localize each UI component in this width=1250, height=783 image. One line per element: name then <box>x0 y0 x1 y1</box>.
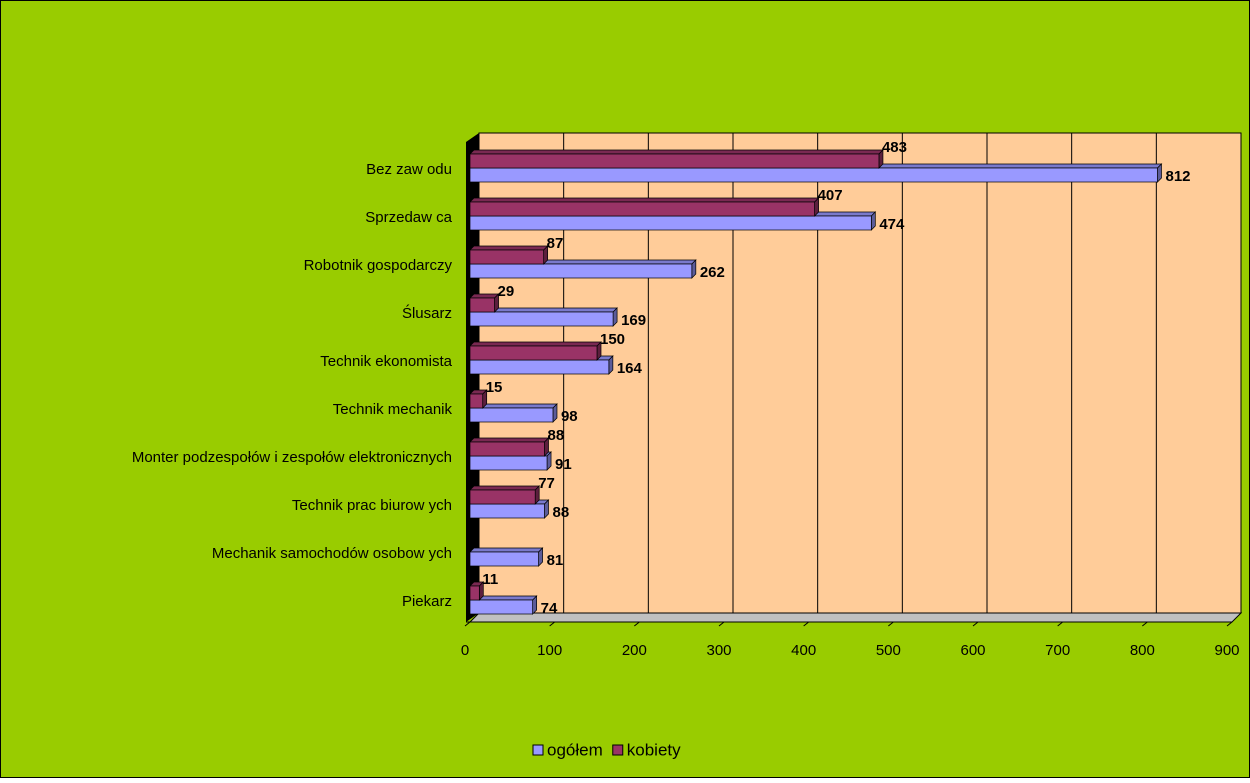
value-label: 88 <box>553 504 570 521</box>
bar <box>469 599 534 615</box>
bar <box>469 455 548 471</box>
x-tick-label: 400 <box>791 642 816 659</box>
x-tick-label: 500 <box>876 642 901 659</box>
value-label: 262 <box>700 264 725 281</box>
x-tick-label: 600 <box>960 642 985 659</box>
bar <box>469 551 539 567</box>
bar-top <box>469 197 820 203</box>
bar <box>469 345 598 361</box>
value-label: 29 <box>498 283 515 300</box>
value-label: 88 <box>548 427 565 444</box>
x-tick-label: 700 <box>1045 642 1070 659</box>
bar <box>469 263 693 279</box>
x-tick <box>1226 621 1233 627</box>
bar <box>469 201 815 217</box>
value-label: 164 <box>617 360 643 377</box>
y-tick-label: Piekarz <box>402 593 452 610</box>
x-tick-label: 300 <box>706 642 731 659</box>
y-tick-label: Ślusarz <box>402 304 452 322</box>
bar-top <box>469 437 550 443</box>
bar <box>469 297 495 313</box>
y-tick-label: Robotnik gospodarczy <box>304 257 453 274</box>
bar <box>469 489 536 505</box>
value-label: 98 <box>561 408 578 425</box>
x-tick <box>888 621 894 627</box>
bar <box>469 503 545 519</box>
x-tick-label: 900 <box>1214 642 1239 659</box>
value-label: 15 <box>486 379 503 396</box>
x-tick-label: 200 <box>622 642 647 659</box>
legend-swatch <box>532 744 544 756</box>
plot-floor <box>468 612 1243 623</box>
bar-top <box>469 341 602 347</box>
value-label: 11 <box>482 571 498 588</box>
value-label: 74 <box>541 600 558 617</box>
value-label: 812 <box>1165 168 1190 185</box>
x-tick <box>1057 621 1063 627</box>
y-tick-label: Technik ekonomista <box>320 353 452 370</box>
bar <box>469 311 614 327</box>
bar <box>469 153 880 169</box>
x-tick <box>718 621 725 627</box>
x-tick <box>549 621 555 627</box>
y-tick-label: Bez zaw odu <box>366 161 452 178</box>
bar <box>469 407 554 423</box>
y-tick-label: Technik mechanik <box>333 401 453 418</box>
bar <box>469 359 610 375</box>
bar <box>469 167 1158 183</box>
value-label: 87 <box>547 235 564 252</box>
bar-top <box>469 547 544 553</box>
bar <box>469 249 545 265</box>
bar-top <box>469 485 541 491</box>
x-tick <box>803 621 809 627</box>
value-label: 407 <box>818 187 843 204</box>
bar-top <box>469 245 549 251</box>
value-label: 169 <box>621 312 646 329</box>
x-tick <box>972 621 979 627</box>
value-label: 77 <box>538 475 555 492</box>
bar <box>469 215 872 231</box>
value-label: 474 <box>879 216 905 233</box>
x-tick <box>464 621 471 627</box>
bar-top <box>469 149 884 155</box>
x-tick <box>634 621 640 627</box>
x-tick-label: 0 <box>461 642 469 659</box>
bar <box>469 585 480 601</box>
legend-swatch <box>612 744 624 756</box>
y-tick-label: Sprzedaw ca <box>365 209 452 226</box>
bar <box>469 393 484 409</box>
bar-top <box>469 293 500 299</box>
legend-label: kobiety <box>627 740 681 759</box>
y-tick-label: Mechanik samochodów osobow ych <box>212 545 452 562</box>
x-tick-label: 100 <box>537 642 562 659</box>
x-tick <box>1142 621 1148 627</box>
bar <box>469 441 545 457</box>
y-tick-label: Technik prac biurow ych <box>292 497 452 514</box>
x-tick-label: 800 <box>1130 642 1155 659</box>
value-label: 81 <box>547 552 564 569</box>
value-label: 91 <box>555 456 572 473</box>
y-tick-label: Monter podzespołów i zespołów elektronic… <box>132 449 452 466</box>
legend-label: ogółem <box>547 740 603 759</box>
value-label: 150 <box>600 331 625 348</box>
value-label: 483 <box>882 139 907 156</box>
